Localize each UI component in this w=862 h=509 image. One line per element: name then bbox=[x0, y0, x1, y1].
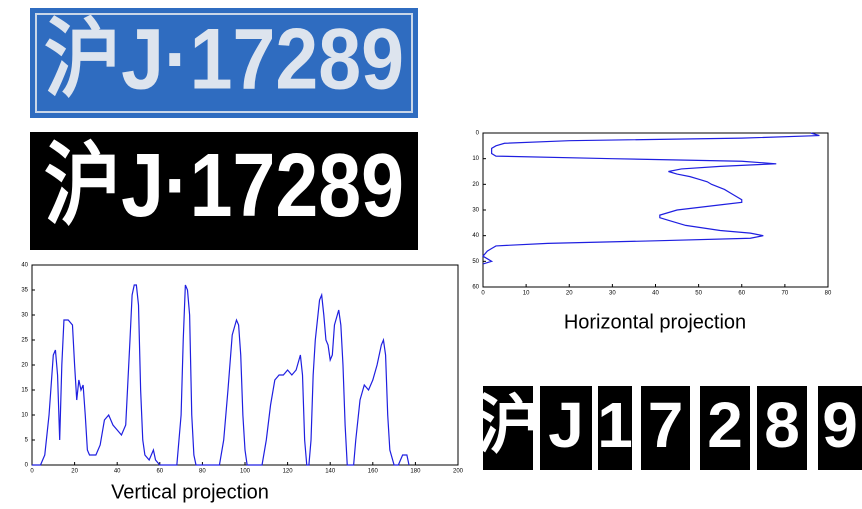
x-tick-label: 40 bbox=[114, 469, 121, 475]
projection-line bbox=[483, 133, 819, 264]
x-tick-label: 0 bbox=[481, 291, 485, 297]
y-tick-label: 15 bbox=[21, 388, 28, 394]
x-tick-label: 40 bbox=[652, 291, 659, 297]
char-segment-text: 9 bbox=[822, 389, 858, 461]
x-tick-label: 60 bbox=[156, 469, 163, 475]
x-tick-label: 100 bbox=[240, 469, 251, 475]
y-tick-label: 60 bbox=[472, 285, 479, 291]
y-tick-label: 40 bbox=[472, 233, 479, 239]
x-tick-label: 20 bbox=[71, 469, 78, 475]
x-tick-label: 0 bbox=[30, 469, 34, 475]
char-segment-text: 2 bbox=[707, 389, 743, 461]
y-tick-label: 0 bbox=[25, 463, 29, 469]
figure: 沪J·17289 沪J·17289 0204060801001201401601… bbox=[0, 0, 862, 509]
x-tick-label: 70 bbox=[782, 291, 789, 297]
y-tick-label: 30 bbox=[21, 313, 28, 319]
y-tick-label: 40 bbox=[21, 263, 28, 269]
chart-caption: Vertical projection bbox=[111, 481, 269, 503]
x-tick-label: 160 bbox=[368, 469, 379, 475]
y-tick-label: 5 bbox=[25, 438, 29, 444]
y-tick-label: 10 bbox=[21, 413, 28, 419]
char-segment-text: 1 bbox=[597, 389, 633, 461]
x-tick-label: 180 bbox=[410, 469, 421, 475]
x-tick-label: 10 bbox=[523, 291, 530, 297]
plate-text: 沪J·17289 bbox=[44, 12, 404, 108]
y-tick-label: 0 bbox=[476, 131, 480, 137]
x-tick-label: 60 bbox=[738, 291, 745, 297]
y-tick-label: 35 bbox=[21, 288, 28, 294]
x-tick-label: 30 bbox=[609, 291, 616, 297]
y-tick-label: 20 bbox=[472, 182, 479, 188]
plot-frame bbox=[483, 133, 828, 287]
projection-line bbox=[32, 285, 409, 465]
x-tick-label: 140 bbox=[325, 469, 336, 475]
char-segment-text: J bbox=[548, 389, 584, 461]
y-tick-label: 20 bbox=[21, 363, 28, 369]
x-tick-label: 80 bbox=[825, 291, 832, 297]
page: 沪J·17289 沪J·17289 0204060801001201401601… bbox=[0, 0, 862, 509]
y-tick-label: 25 bbox=[21, 338, 28, 344]
x-tick-label: 200 bbox=[453, 469, 464, 475]
plot-frame bbox=[32, 265, 458, 465]
y-tick-label: 30 bbox=[472, 208, 479, 214]
y-tick-label: 10 bbox=[472, 156, 479, 162]
chart-caption: Horizontal projection bbox=[564, 311, 746, 333]
char-segment-text: 沪 bbox=[476, 389, 540, 461]
x-tick-label: 20 bbox=[566, 291, 573, 297]
x-tick-label: 80 bbox=[199, 469, 206, 475]
char-segment-text: 7 bbox=[648, 389, 684, 461]
x-tick-label: 120 bbox=[283, 469, 294, 475]
y-tick-label: 50 bbox=[472, 259, 479, 265]
char-segment-text: 8 bbox=[764, 389, 800, 461]
binary-plate-text: 沪J·17289 bbox=[44, 136, 404, 236]
x-tick-label: 50 bbox=[695, 291, 702, 297]
